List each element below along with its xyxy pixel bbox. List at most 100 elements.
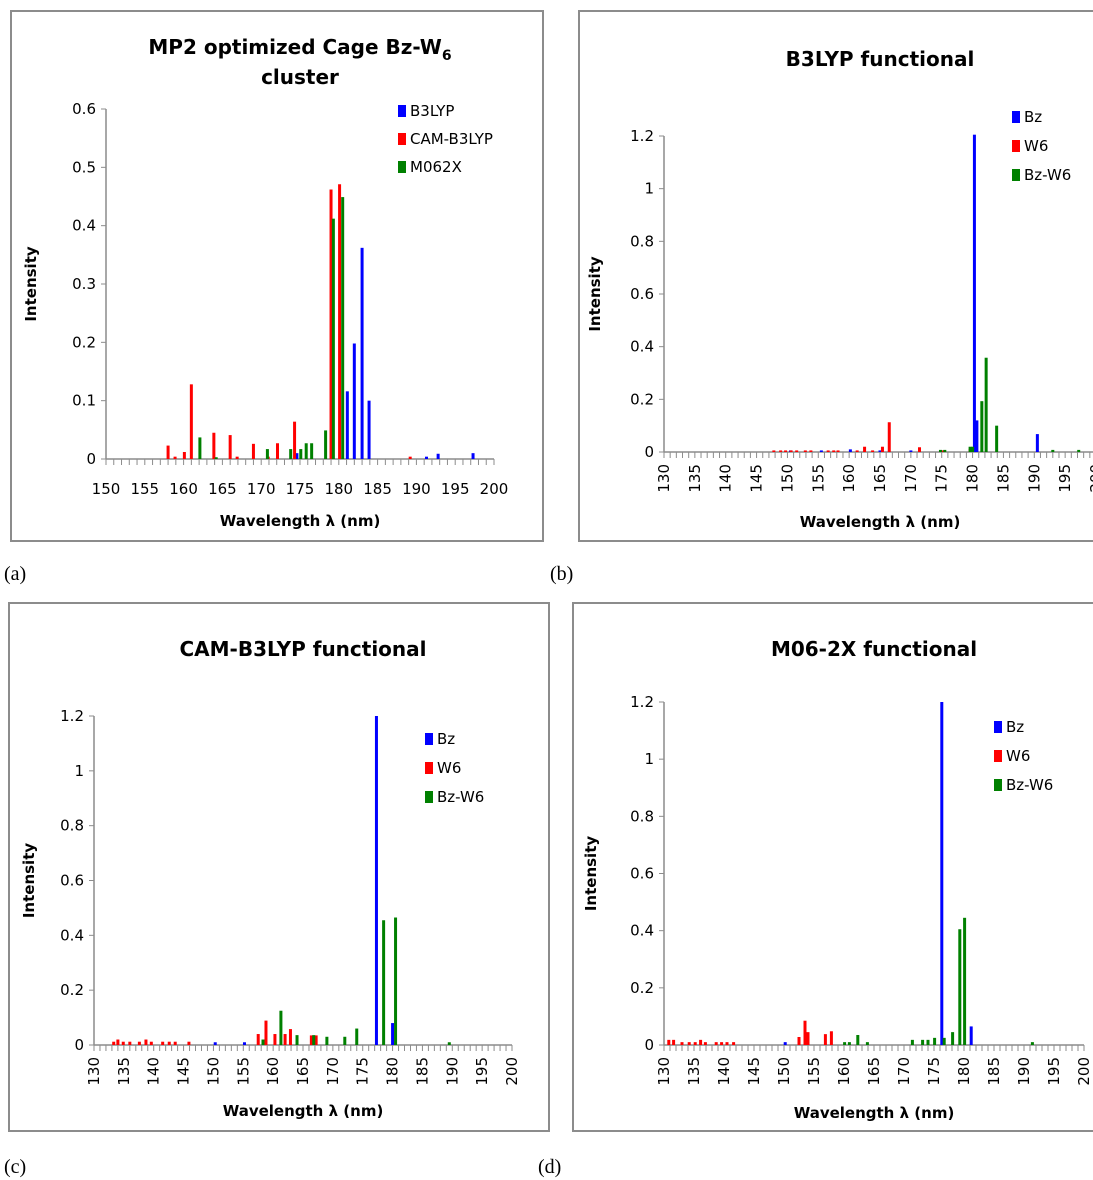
y-tick-label: 0	[644, 443, 654, 461]
chart-panel-a: MP2 optimized Cage Bz-W6 cluster 0 0.1 0.2 0.…	[10, 10, 544, 542]
bar	[984, 357, 988, 452]
bar	[212, 432, 216, 459]
chart-title: B3LYP functional	[786, 47, 975, 71]
y-axis-label: Intensity	[20, 843, 38, 919]
bar	[980, 401, 984, 452]
bar	[309, 1035, 313, 1045]
bar	[345, 391, 349, 459]
x-tick-label: 145	[175, 1057, 193, 1086]
bar	[314, 1035, 318, 1045]
bar	[112, 1041, 116, 1045]
legend-label: W6	[437, 759, 461, 777]
x-tick-label: 165	[865, 1057, 883, 1086]
y-tick-label: 0.8	[60, 817, 84, 835]
x-tick-label: 160	[264, 1057, 282, 1086]
bar	[783, 1042, 787, 1045]
x-tick-label: 200	[1075, 1057, 1093, 1086]
x-tick-label: 135	[115, 1057, 133, 1086]
legend-label: W6	[1024, 137, 1048, 155]
bar	[341, 197, 345, 460]
bar	[167, 1041, 171, 1045]
x-tick-label: 150	[778, 464, 796, 493]
chart-panel-c: CAM-B3LYP functional 0 0.2 0.4 0.6 0.8 1 1.2 130…	[8, 602, 550, 1132]
y-tick-label: 0	[644, 1036, 654, 1054]
y-tick-label: 0.5	[72, 158, 96, 176]
x-tick-label: 150	[92, 480, 121, 498]
chart-d: M06-2X functional 0 0.2 0.4 0.6 0.8 1 1.2 130 135…	[582, 637, 1093, 1122]
legend-label: Bz-W6	[1006, 776, 1053, 794]
legend-label: M062X	[410, 158, 462, 176]
bar	[324, 430, 328, 459]
y-axis-label: Intensity	[586, 256, 604, 332]
y-tick-label: 0.6	[60, 872, 84, 890]
bar	[887, 422, 891, 452]
chart-title: MP2 optimized Cage Bz-W6	[148, 35, 451, 64]
legend-swatch	[398, 133, 406, 145]
bar	[836, 450, 840, 452]
chart-title-line2: cluster	[261, 65, 339, 89]
bar	[447, 1042, 451, 1045]
bar	[382, 920, 386, 1045]
x-tick-label: 200	[480, 480, 509, 498]
bar	[732, 1042, 736, 1045]
x-tick-label: 195	[1056, 464, 1074, 493]
bar	[725, 1042, 729, 1045]
bar	[789, 450, 793, 452]
bar	[995, 425, 999, 452]
x-tick-label: 145	[748, 464, 766, 493]
x-tick-label: 155	[809, 464, 827, 493]
x-tick-label: 160	[840, 464, 858, 493]
bar	[374, 716, 378, 1045]
bar	[797, 1036, 801, 1045]
x-tick-label: 165	[294, 1057, 312, 1086]
y-tick-label: 0.1	[72, 392, 96, 410]
bar	[863, 446, 867, 452]
x-tick-label: 175	[925, 1057, 943, 1086]
legend-label: Bz	[1024, 108, 1042, 126]
chart-b: B3LYP functional 0 0.2 0.4 0.6 0.8 1 1.2 130 135 1…	[586, 47, 1093, 531]
bar	[471, 453, 475, 459]
legend-label: Bz	[437, 730, 455, 748]
y-tick-label: 0.4	[630, 338, 654, 356]
bar	[295, 453, 299, 459]
x-tick-label: 180	[955, 1057, 973, 1086]
bar	[256, 1034, 260, 1045]
bar	[289, 449, 293, 459]
x-tick-label: 190	[402, 480, 431, 498]
bar	[293, 421, 297, 459]
legend-swatch	[398, 105, 406, 117]
y-tick-label: 1	[644, 750, 654, 768]
bar	[1077, 449, 1081, 452]
bar	[279, 1010, 283, 1045]
y-tick-label: 0.2	[60, 981, 84, 999]
x-tick-label: 140	[717, 464, 735, 493]
bar	[149, 1041, 153, 1045]
x-tick-label: 135	[685, 1057, 703, 1086]
bar	[943, 449, 947, 452]
x-tick-label: 150	[204, 1057, 222, 1086]
bar	[189, 384, 193, 459]
x-tick-label: 165	[208, 480, 237, 498]
bar	[182, 452, 186, 459]
y-tick-label: 0	[86, 450, 96, 468]
bar	[213, 1042, 217, 1045]
y-tick-label: 0.3	[72, 275, 96, 293]
panel-label-d: (d)	[538, 1156, 562, 1178]
bar	[198, 437, 202, 459]
bar	[116, 1039, 120, 1045]
chart-c: CAM-B3LYP functional 0 0.2 0.4 0.6 0.8 1 1.2 130…	[20, 637, 521, 1120]
y-tick-label: 0.4	[72, 217, 96, 235]
bar	[128, 1041, 132, 1045]
bar	[972, 134, 976, 452]
x-tick-label: 185	[363, 480, 392, 498]
y-tick-label: 0.4	[630, 922, 654, 940]
bar	[795, 450, 799, 452]
x-tick-label: 185	[994, 464, 1012, 493]
x-tick-label: 185	[413, 1057, 431, 1086]
legend-label: W6	[1006, 747, 1030, 765]
bar	[865, 1042, 869, 1045]
bar	[251, 443, 255, 459]
legend-label: Bz-W6	[437, 788, 484, 806]
bar	[360, 247, 364, 459]
